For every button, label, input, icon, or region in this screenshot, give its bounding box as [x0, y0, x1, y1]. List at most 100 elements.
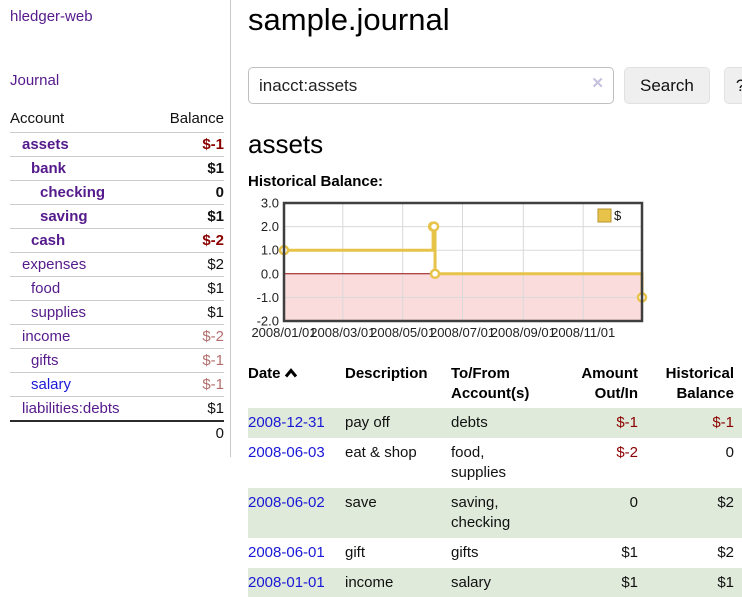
account-link[interactable]: liabilities:debts: [10, 400, 120, 417]
x-tick-label: 2008/01/01: [251, 325, 316, 340]
transaction-accounts: saving, checking: [451, 488, 551, 538]
accounts-total-balance: 0: [153, 421, 224, 445]
account-balance: $1: [153, 301, 224, 325]
account-row: salary$-1: [10, 373, 224, 397]
transaction-amount: $-1: [551, 408, 648, 438]
transaction-balance: $2: [648, 488, 742, 538]
account-balance: $1: [153, 157, 224, 181]
transaction-description: pay off: [345, 408, 451, 438]
y-tick-label: -1.0: [257, 290, 279, 305]
transaction-date-link[interactable]: 2008-12-31: [248, 414, 325, 431]
account-link[interactable]: food: [10, 280, 60, 297]
account-link[interactable]: income: [10, 328, 70, 345]
account-row: supplies $1: [10, 301, 224, 325]
y-tick-label: 0.0: [261, 266, 279, 281]
clear-search-icon[interactable]: ✕: [591, 76, 604, 91]
register-col-date[interactable]: Date: [248, 360, 345, 408]
transaction-date-link[interactable]: 2008-06-02: [248, 494, 325, 511]
x-tick-label: 2008/05/01: [370, 325, 435, 340]
transaction-amount: $1: [551, 538, 648, 568]
account-link[interactable]: gifts: [10, 352, 59, 369]
account-row: income $-2: [10, 325, 224, 349]
account-link[interactable]: supplies: [10, 304, 86, 321]
register-col-description: Description: [345, 360, 451, 408]
register-col-balance: Historical Balance: [648, 360, 742, 408]
account-link[interactable]: bank: [10, 160, 66, 177]
sidebar: hledger-web Journal Account Balance asse…: [0, 0, 231, 457]
search-input[interactable]: [248, 67, 614, 104]
register-col-account: To/From Account(s): [451, 360, 551, 408]
register-header-row: Date Description To/From Account(s) Amou…: [248, 360, 742, 408]
transaction-date-link[interactable]: 2008-06-01: [248, 544, 325, 561]
accounts-col-account: Account: [10, 108, 153, 133]
journal-nav-link[interactable]: Journal: [10, 72, 224, 89]
account-link[interactable]: assets: [10, 136, 69, 153]
accounts-col-balance: Balance: [153, 108, 224, 133]
x-tick-label: 2008/09/01: [491, 325, 556, 340]
account-row: expenses $2: [10, 253, 224, 277]
account-title: assets: [248, 129, 742, 160]
transaction-accounts: debts: [451, 408, 551, 438]
account-row: saving $1: [10, 205, 224, 229]
account-link[interactable]: expenses: [10, 256, 86, 273]
transaction-date-link[interactable]: 2008-06-03: [248, 444, 325, 461]
account-balance: $-1: [153, 349, 224, 373]
brand-link[interactable]: hledger-web: [10, 8, 224, 25]
register-col-amount: Amount Out/In: [551, 360, 648, 408]
page-title: sample.journal: [248, 2, 742, 38]
account-balance: $-2: [153, 325, 224, 349]
account-balance: $1: [153, 397, 224, 422]
transaction-description: save: [345, 488, 451, 538]
data-point-marker: [431, 270, 439, 278]
search-form: ✕ Search ?: [248, 67, 742, 104]
transaction-balance: $-1: [648, 408, 742, 438]
account-link[interactable]: cash: [10, 232, 65, 249]
account-link[interactable]: checking: [10, 184, 105, 201]
search-box: ✕: [248, 67, 614, 104]
transaction-date-link[interactable]: 2008-01-01: [248, 574, 325, 591]
account-link[interactable]: salary: [10, 376, 71, 393]
account-balance: 0: [153, 181, 224, 205]
transaction-amount: $1: [551, 568, 648, 597]
account-row: bank $1: [10, 157, 224, 181]
x-tick-label: 2008/07/01: [430, 325, 495, 340]
transaction-accounts: food, supplies: [451, 438, 551, 488]
register-table: Date Description To/From Account(s) Amou…: [248, 360, 742, 597]
transaction-balance: $1: [648, 568, 742, 597]
main-content: sample.journal ✕ Search ? assets Histori…: [231, 0, 742, 597]
y-tick-label: 2.0: [261, 219, 279, 234]
transaction-accounts: gifts: [451, 538, 551, 568]
transaction-balance: $2: [648, 538, 742, 568]
account-row: food $1: [10, 277, 224, 301]
account-link[interactable]: saving: [10, 208, 88, 225]
account-row: gifts $-1: [10, 349, 224, 373]
y-tick-label: 1.0: [261, 243, 279, 258]
transaction-description: eat & shop: [345, 438, 451, 488]
help-button[interactable]: ?: [724, 67, 742, 104]
account-balance: $1: [153, 205, 224, 229]
transaction-description: gift: [345, 538, 451, 568]
account-row: checking 0: [10, 181, 224, 205]
chart-label: Historical Balance:: [248, 173, 742, 190]
account-balance: $1: [153, 277, 224, 301]
transaction-accounts: salary: [451, 568, 551, 597]
x-tick-label: 2008/03/01: [310, 325, 375, 340]
search-button[interactable]: Search: [624, 67, 710, 104]
transaction-description: income: [345, 568, 451, 597]
account-row: assets$-1: [10, 133, 224, 157]
legend-label: $: [614, 208, 622, 223]
account-balance: $-2: [153, 229, 224, 253]
accounts-header-row: Account Balance: [10, 108, 224, 133]
sort-ascending-icon: [284, 364, 298, 384]
transaction-balance: 0: [648, 438, 742, 488]
transaction-amount: $-2: [551, 438, 648, 488]
account-balance: $2: [153, 253, 224, 277]
